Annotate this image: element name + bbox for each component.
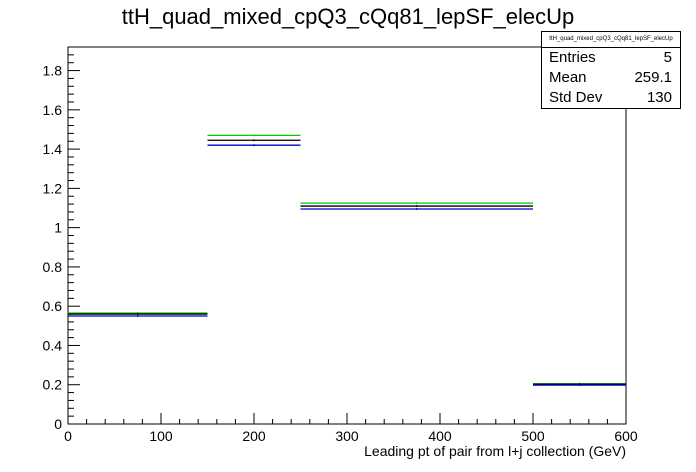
y-tick-label: 0 (54, 416, 62, 432)
chart-title: ttH_quad_mixed_cpQ3_cQq81_lepSF_elecUp (121, 4, 575, 29)
x-tick-label: 400 (428, 428, 452, 444)
x-tick-label: 600 (614, 428, 638, 444)
axes: 0 100 200 300 400 500 600 0 0.2 0.4 0.6 0.8 1 1.2 1.4 1… (43, 46, 638, 459)
x-tick-label: 500 (521, 428, 545, 444)
stats-box: ttH_quad_mixed_cpQ3_cQq81_lepSF_elecUp E… (541, 31, 681, 109)
stats-entries-row: Entries 5 (542, 48, 680, 68)
series-layer (68, 134, 626, 387)
y-tick-label: 1.2 (43, 180, 63, 196)
y-tick-label: 0.4 (43, 337, 63, 353)
histogram-series (68, 134, 626, 385)
stats-mean-value: 259.1 (634, 69, 672, 86)
x-tick-label: 100 (149, 428, 173, 444)
histogram-series (68, 144, 626, 387)
stats-entries-label: Entries (549, 49, 596, 66)
y-tick-label: 1.6 (43, 102, 63, 118)
stats-mean-label: Mean (549, 69, 587, 86)
stats-mean-row: Mean 259.1 (542, 68, 680, 88)
stats-title: ttH_quad_mixed_cpQ3_cQq81_lepSF_elecUp (542, 32, 680, 48)
stats-stddev-row: Std Dev 130 (542, 88, 680, 108)
x-axis-label: Leading pt of pair from l+j collection (… (364, 443, 626, 459)
x-tick-label: 0 (64, 428, 72, 444)
y-tick-label: 0.8 (43, 259, 63, 275)
y-tick-label: 0.2 (43, 377, 63, 393)
stats-entries-value: 5 (663, 49, 672, 66)
y-tick-label: 1.4 (43, 141, 63, 157)
histogram-series (68, 139, 626, 386)
x-tick-label: 200 (242, 428, 266, 444)
y-tick-label: 1.8 (43, 63, 63, 79)
stats-stddev-value: 130 (646, 89, 672, 106)
x-tick-label: 300 (335, 428, 359, 444)
stats-stddev-label: Std Dev (549, 89, 603, 106)
y-tick-label: 1 (54, 220, 62, 236)
y-tick-label: 0.6 (43, 298, 63, 314)
